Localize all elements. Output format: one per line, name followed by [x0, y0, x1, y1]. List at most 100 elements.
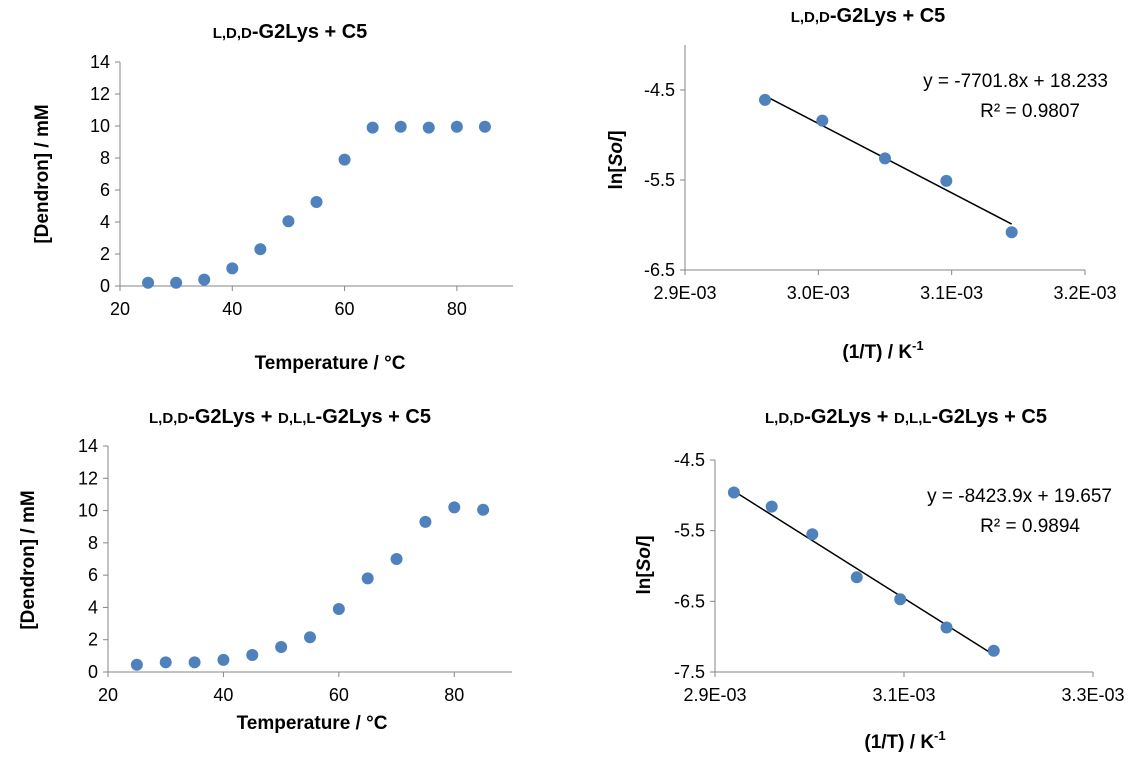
chart-4-y-label: ln[Sol]	[634, 535, 655, 594]
chart-4-points	[727, 486, 1000, 657]
y-tick-label: 0	[100, 276, 110, 296]
y-tick-label: 14	[78, 436, 98, 456]
y-tick-label: 0	[88, 662, 98, 682]
y-tick-label: 8	[100, 148, 110, 168]
chart-3-y-label: [Dendron] / mM	[18, 490, 39, 629]
data-point	[940, 174, 953, 187]
chart-2-x-ticks: 2.9E-03 3.0E-03 3.1E-03 3.2E-03	[653, 270, 1117, 303]
y-tick-label: 8	[88, 533, 98, 553]
x-tick-label: 2.9E-03	[683, 685, 746, 705]
y-tick-label: 10	[90, 116, 110, 136]
chart-2-points	[759, 93, 1018, 239]
y-tick-label: 4	[100, 212, 110, 232]
y-tick-label: -5.5	[644, 170, 675, 190]
x-tick-label: 3.1E-03	[872, 685, 935, 705]
chart-4-r2: R² = 0.9894	[980, 516, 1080, 537]
data-point	[987, 644, 1000, 657]
data-point	[254, 243, 267, 256]
x-tick-label: 3.1E-03	[920, 283, 983, 303]
chart-4-equation: y = -8423.9x + 19.657	[927, 486, 1112, 507]
chart-2-equation: y = -7701.8x + 18.233	[923, 71, 1108, 92]
chart-1-y-ticks: 0 2 4 6 8 10 12 14	[90, 52, 120, 296]
chart-1-y-label: [Dendron] / mM	[32, 104, 53, 243]
y-tick-label: -6.5	[674, 591, 705, 611]
y-tick-label: 6	[88, 565, 98, 585]
x-tick-label: 80	[444, 685, 464, 705]
chart-4-y-ticks: -4.5 -5.5 -6.5 -7.5	[674, 450, 715, 682]
chart-3-x-ticks: 20 40 60 80	[98, 672, 464, 705]
x-tick-label: 3.3E-03	[1061, 685, 1124, 705]
x-tick-label: 20	[98, 685, 118, 705]
y-tick-label: -7.5	[674, 662, 705, 682]
y-tick-label: 12	[78, 468, 98, 488]
data-point	[304, 631, 316, 644]
chart-1-points	[142, 120, 491, 289]
x-tick-label: 60	[335, 299, 355, 319]
y-tick-label: -6.5	[644, 260, 675, 280]
chart-4-x-label: (1/T) / K-1	[864, 728, 945, 753]
data-point	[332, 603, 345, 616]
chart-1-title: L,D,D-G2Lys + C5	[213, 21, 368, 43]
data-point	[159, 656, 172, 669]
data-point	[142, 276, 155, 289]
chart-4-x-ticks: 2.9E-03 3.1E-03 3.3E-03	[683, 672, 1125, 705]
chart-2-x-label: (1/T) / K-1	[842, 338, 923, 363]
chart-1-x-ticks: 20 40 60 80	[110, 286, 467, 319]
y-tick-label: 10	[78, 501, 98, 521]
chart-4-trendline-group	[733, 490, 995, 656]
x-tick-label: 40	[213, 685, 233, 705]
data-point	[188, 656, 201, 669]
y-tick-label: -4.5	[644, 80, 675, 100]
chart-3: L,D,D-G2Lys + D,L,L-G2Lys + C5 0 2 4 6 8 10 12…	[18, 406, 512, 734]
chart-3-x-label: Temperature / °C	[237, 713, 388, 734]
x-tick-label: 2.9E-03	[653, 283, 716, 303]
data-point	[478, 120, 491, 133]
y-tick-label: 6	[100, 180, 110, 200]
data-point	[448, 501, 461, 514]
x-tick-label: 3.0E-03	[787, 283, 850, 303]
data-point	[894, 593, 907, 606]
data-point	[130, 658, 143, 671]
x-tick-label: 40	[222, 299, 242, 319]
data-point	[282, 215, 295, 228]
data-point	[246, 649, 259, 662]
data-point	[1005, 226, 1018, 239]
x-tick-label: 3.2E-03	[1053, 283, 1116, 303]
y-tick-label: -5.5	[674, 521, 705, 541]
y-tick-label: 4	[88, 597, 98, 617]
x-tick-label: 60	[329, 685, 349, 705]
data-point	[310, 196, 323, 208]
data-point	[394, 120, 407, 133]
chart-1-x-label: Temperature / °C	[255, 353, 406, 374]
data-point	[419, 515, 432, 528]
data-point	[477, 503, 490, 516]
trendline	[733, 490, 995, 656]
chart-2-title: L,D,D-G2Lys + C5	[791, 5, 946, 27]
x-tick-label: 80	[447, 299, 467, 319]
data-point	[940, 621, 953, 634]
chart-3-title: L,D,D-G2Lys + D,L,L-G2Lys + C5	[149, 406, 431, 428]
data-point	[879, 152, 891, 165]
chart-4-title: L,D,D-G2Lys + D,L,L-G2Lys + C5	[765, 406, 1047, 428]
data-point	[850, 571, 863, 584]
y-tick-label: 12	[90, 84, 110, 104]
data-point	[198, 273, 211, 286]
data-point	[275, 640, 288, 653]
chart-2-r2: R² = 0.9807	[980, 101, 1080, 122]
chart-4: L,D,D-G2Lys + D,L,L-G2Lys + C5 -4.5-5.5-…	[634, 406, 1125, 753]
chart-2: L,D,D-G2Lys + C5 -4.5 -5.5 -6.5 2.9E-03 3.0…	[606, 5, 1117, 363]
chart-3-y-ticks: 0 2 4 6 8 10 12 14	[78, 436, 108, 682]
data-point	[450, 120, 463, 133]
data-point	[806, 528, 819, 541]
data-point	[217, 653, 230, 666]
data-point	[765, 500, 778, 513]
data-point	[338, 153, 351, 166]
data-point	[727, 486, 740, 499]
chart-3-points	[130, 501, 490, 671]
data-point	[361, 572, 374, 585]
y-tick-label: 2	[100, 244, 110, 264]
data-point	[816, 114, 829, 127]
data-point	[366, 121, 379, 134]
chart-2-y-label: ln[Sol]	[606, 130, 627, 189]
